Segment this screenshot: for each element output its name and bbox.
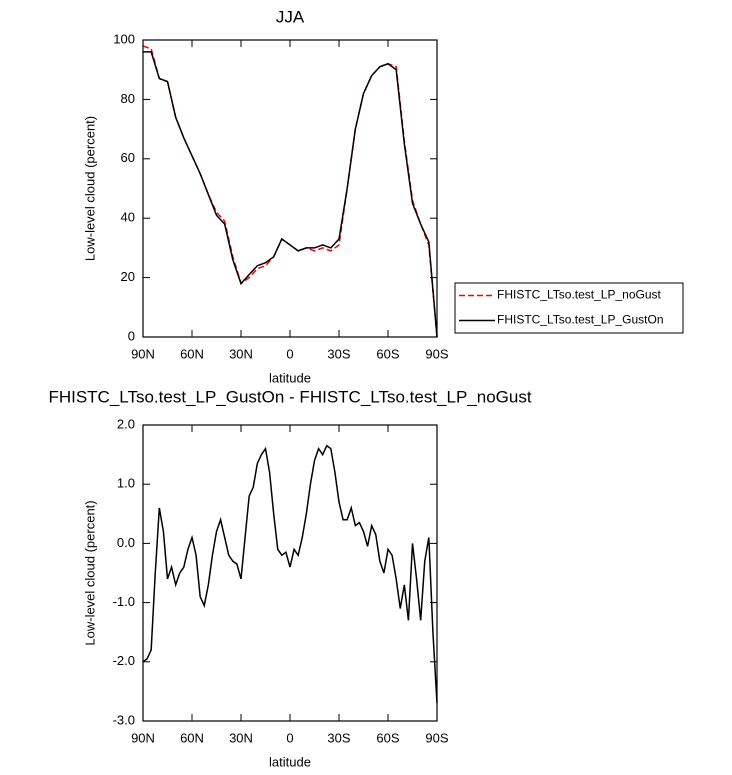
y-axis-label: Low-level cloud (percent) [82, 500, 97, 645]
x-axis-label: latitude [269, 370, 311, 385]
plot-frame [142, 39, 438, 338]
data-line [142, 45, 438, 338]
data-line [143, 51, 438, 338]
y-tick-label: 0.0 [117, 535, 135, 550]
legend-label: FHISTC_LTso.test_LP_GustOn [497, 313, 664, 327]
x-tick-label: 60N [180, 730, 204, 745]
y-tick-label: 60 [121, 150, 135, 165]
y-tick-label: 1.0 [117, 476, 135, 491]
x-tick-label: 90S [425, 730, 448, 745]
x-tick-label: 0 [286, 346, 293, 361]
x-tick-label: 30N [229, 346, 253, 361]
y-tick-label: -3.0 [113, 712, 135, 727]
data-line [142, 444, 438, 704]
y-tick-label: 40 [121, 210, 135, 225]
x-tick-label: 30S [327, 730, 350, 745]
chart-title: FHISTC_LTso.test_LP_GustOn - FHISTC_LTso… [48, 387, 531, 406]
y-tick-label: -1.0 [113, 594, 135, 609]
x-tick-label: 60N [180, 346, 204, 361]
plot-frame [142, 424, 438, 722]
y-axis-label: Low-level cloud (percent) [82, 116, 97, 261]
y-tick-label: 2.0 [117, 416, 135, 431]
x-tick-label: 0 [286, 730, 293, 745]
x-tick-label: 60S [376, 730, 399, 745]
x-tick-label: 30S [327, 346, 350, 361]
x-tick-label: 30N [229, 730, 253, 745]
legend-box [454, 282, 684, 334]
x-tick-label: 60S [376, 346, 399, 361]
y-tick-label: 0 [128, 328, 135, 343]
y-tick-label: 80 [121, 91, 135, 106]
x-tick-label: 90S [425, 346, 448, 361]
legend-label: FHISTC_LTso.test_LP_noGust [497, 288, 662, 302]
x-tick-label: 90N [131, 346, 155, 361]
y-tick-label: 100 [113, 31, 135, 46]
y-tick-label: -2.0 [113, 653, 135, 668]
x-axis-label: latitude [269, 754, 311, 769]
x-tick-label: 90N [131, 730, 155, 745]
y-tick-label: 20 [121, 269, 135, 284]
chart-title: JJA [276, 7, 305, 26]
